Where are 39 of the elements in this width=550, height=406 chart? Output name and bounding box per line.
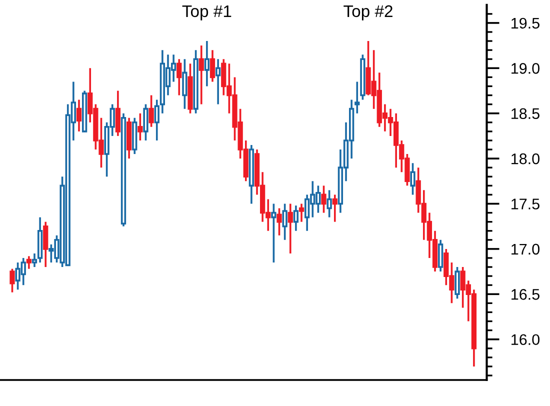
y-tick-label: 16.0 [512,334,540,346]
candlestick [154,98,160,142]
annotation: Top #1 [182,5,232,20]
candlestick [276,207,282,236]
candlestick [10,268,15,294]
candlestick [204,40,210,88]
candlestick [271,202,276,264]
candlestick [43,220,48,268]
candlestick [198,44,204,106]
y-tick-label: 17.5 [512,198,540,210]
candlestick [138,112,143,142]
candlestick [26,255,32,270]
candlestick [354,80,360,114]
y-tick-label: 19.0 [512,63,540,74]
candlestick [454,266,460,300]
candlestick [298,202,304,223]
y-tick-label: 16.5 [512,289,540,300]
candlestick [293,204,299,232]
candlestick [76,98,82,132]
candlestick [182,58,188,110]
candlestick [115,90,121,137]
y-tick-label: 19.5 [512,18,540,29]
candlestick [321,184,326,214]
y-tick-label: 18.0 [512,153,540,164]
candlestick [288,202,293,254]
candlestick [143,103,148,142]
candlestick [326,189,332,218]
candlestick [215,58,221,106]
candlestick [332,194,338,223]
candlestick [438,238,444,272]
candlestick [282,202,288,241]
candlestick [32,252,38,268]
y-tick-label: 18.5 [512,108,540,120]
candlestick [210,49,216,83]
candlestick [410,162,416,196]
y-tick-label: 17.0 [512,244,540,255]
annotation: Top #2 [344,5,392,20]
candlestick [176,58,182,96]
candlestick [148,94,154,128]
